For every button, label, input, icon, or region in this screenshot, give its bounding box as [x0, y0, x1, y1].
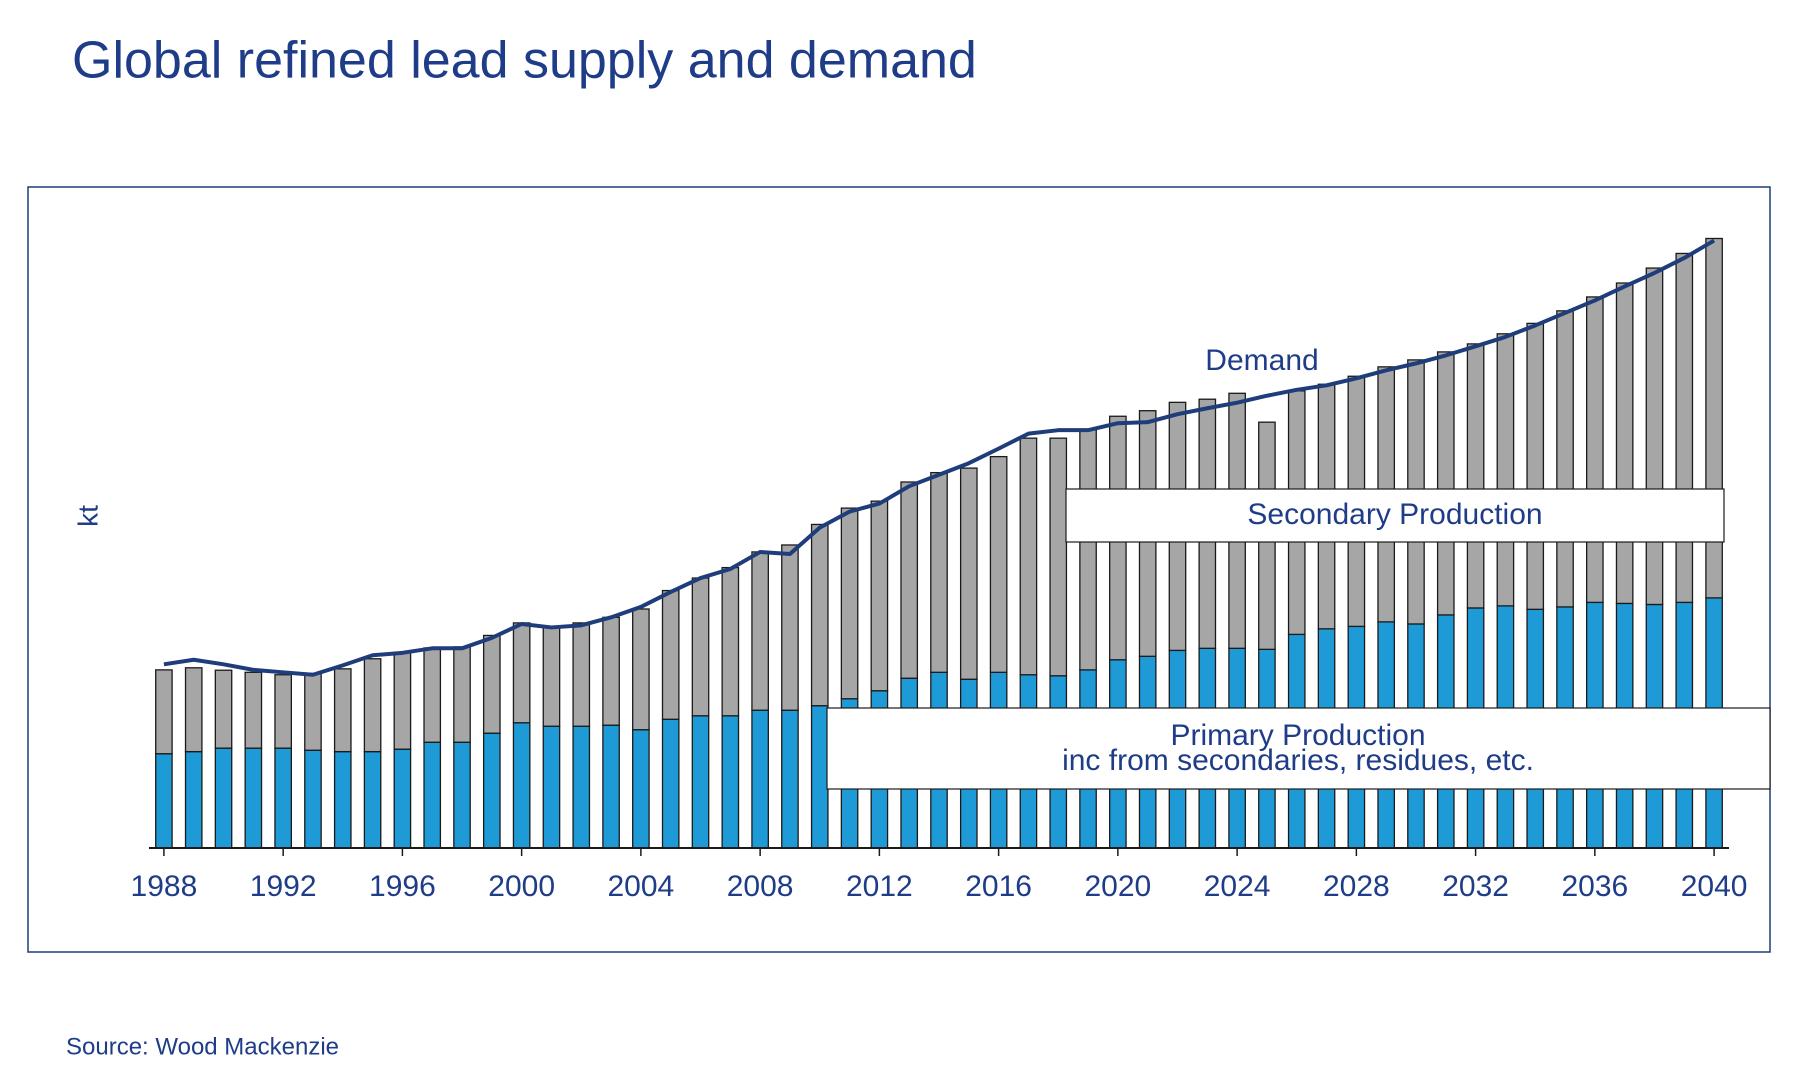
- bar-segment: [691, 715, 710, 849]
- bar-segment: [721, 715, 740, 849]
- source-note: Source: Wood Mackenzie: [66, 1033, 339, 1060]
- bar-segment: [214, 747, 233, 849]
- bar-segment: [274, 747, 292, 849]
- annotation: inc from secondaries, residues, etc.: [1062, 744, 1534, 777]
- bar-segment: [691, 577, 710, 717]
- bar-segment: [1436, 351, 1455, 616]
- bar-segment: [1645, 267, 1664, 606]
- bar-segment: [1586, 296, 1604, 604]
- bar-segment: [512, 622, 531, 724]
- y-axis-label: kt: [72, 505, 103, 527]
- x-tick-label: 1992: [250, 870, 317, 903]
- bar-segment: [751, 709, 769, 849]
- label-box: [826, 707, 1771, 790]
- bar-segment: [1496, 333, 1515, 607]
- x-tick-label: 1988: [131, 870, 198, 903]
- bar-segment: [632, 729, 650, 849]
- bar-segment: [363, 658, 382, 753]
- bar-segment: [1556, 310, 1574, 608]
- bar-segment: [1049, 437, 1068, 677]
- bar-segment: [632, 608, 650, 731]
- bar-segment: [721, 566, 740, 717]
- bar-segment: [482, 634, 501, 734]
- bar-segment: [274, 674, 292, 749]
- bar-segment: [155, 669, 173, 755]
- chart-frame: [27, 186, 1771, 953]
- bar-segment: [781, 544, 799, 711]
- bar-segment: [1705, 237, 1723, 599]
- x-tick-label: 2020: [1084, 870, 1151, 903]
- bar-segment: [810, 523, 829, 707]
- bar-segment: [959, 467, 978, 680]
- x-tick-label: 2016: [965, 870, 1032, 903]
- bar-segment: [363, 750, 382, 849]
- bar-segment: [810, 705, 829, 849]
- bar-segment: [512, 722, 531, 849]
- bar-segment: [244, 671, 263, 749]
- bar-segment: [1526, 322, 1545, 610]
- bar-segment: [393, 652, 412, 750]
- bar-segment: [155, 753, 173, 849]
- bar-segment: [572, 622, 591, 727]
- bar-segment: [1019, 437, 1038, 676]
- x-tick-label: 2036: [1561, 870, 1628, 903]
- bar-segment: [602, 616, 620, 726]
- bar-segment: [423, 647, 442, 743]
- x-tick-label: 2032: [1442, 870, 1509, 903]
- demand-line: [163, 238, 1716, 677]
- bar-segment: [661, 589, 680, 720]
- bar-segment: [244, 747, 263, 849]
- bar-segment: [602, 724, 620, 849]
- x-tick-label: 2008: [727, 870, 794, 903]
- bar-segment: [482, 732, 501, 849]
- bar-segment: [453, 741, 471, 849]
- series-label: Secondary Production: [1247, 498, 1542, 531]
- bar-segment: [1466, 343, 1485, 609]
- x-tick-label: 1996: [369, 870, 436, 903]
- bar-segment: [214, 669, 233, 749]
- bar-segment: [333, 668, 352, 753]
- bar-segment: [542, 725, 561, 849]
- x-tick-label: 2028: [1323, 870, 1390, 903]
- x-tick-label: 2012: [846, 870, 913, 903]
- bar-segment: [930, 471, 948, 673]
- x-tick-label: 2000: [488, 870, 555, 903]
- bar-segment: [781, 709, 799, 849]
- chart-title: Global refined lead supply and demand: [72, 32, 977, 90]
- series-label: Demand: [1205, 344, 1318, 377]
- bar-segment: [840, 507, 859, 700]
- bar-segment: [184, 667, 203, 753]
- bar-segment: [304, 749, 322, 849]
- bar-segment: [542, 625, 561, 727]
- bar-segment: [184, 750, 203, 849]
- bar-segment: [572, 725, 591, 849]
- bar-segment: [1675, 252, 1694, 604]
- bar-segment: [423, 741, 442, 849]
- x-tick-label: 2040: [1681, 870, 1748, 903]
- bar-segment: [1615, 282, 1634, 605]
- bar-segment: [661, 718, 680, 849]
- bar-segment: [304, 672, 322, 751]
- bar-segment: [900, 481, 919, 679]
- bar-segment: [393, 748, 412, 849]
- bar-segment: [751, 551, 769, 711]
- x-tick-label: 2004: [608, 870, 675, 903]
- bar-segment: [870, 500, 889, 692]
- x-tick-label: 2024: [1204, 870, 1271, 903]
- bar-segment: [453, 646, 471, 743]
- series-label: Primary Production: [1170, 719, 1425, 752]
- label-box: [1065, 488, 1725, 543]
- bar-segment: [989, 455, 1008, 673]
- bar-segment: [1079, 429, 1097, 671]
- bar-segment: [333, 750, 352, 849]
